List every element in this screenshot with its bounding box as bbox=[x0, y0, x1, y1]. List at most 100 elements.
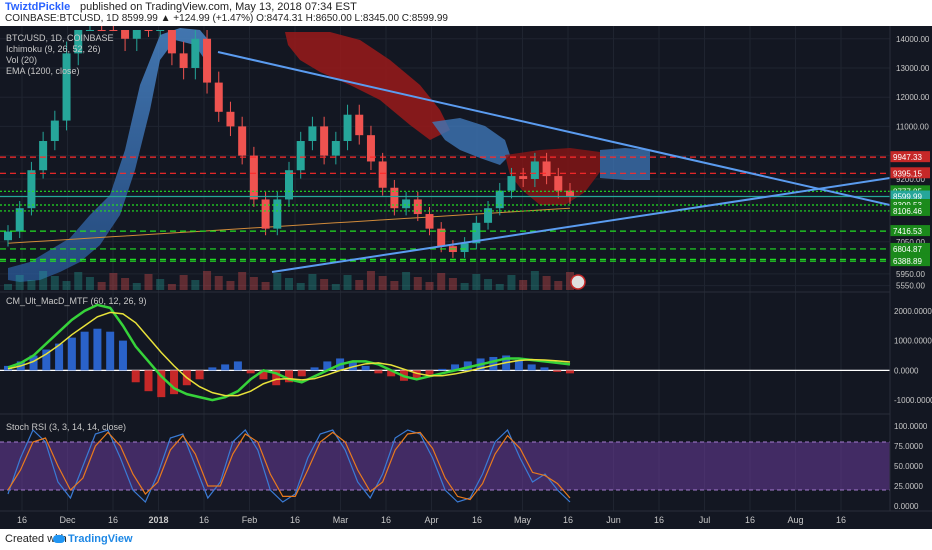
candle-body bbox=[167, 30, 176, 54]
price-level-tag bbox=[890, 151, 930, 163]
volume-bar bbox=[437, 273, 446, 290]
macd-hist-bar bbox=[540, 367, 549, 371]
volume-bar bbox=[366, 271, 375, 290]
volume-bar bbox=[296, 283, 305, 290]
volume-bar bbox=[331, 284, 340, 290]
price-level-label: 7416.53 bbox=[893, 227, 922, 236]
time-tick-label: Dec bbox=[59, 515, 76, 525]
macd-hist-bar bbox=[463, 361, 472, 371]
candle-body bbox=[366, 135, 375, 162]
candle-body bbox=[343, 114, 352, 142]
chart-area[interactable]: 14000.0013000.0012000.0011000.0010000.00… bbox=[0, 26, 932, 529]
macd-hist-bar bbox=[131, 370, 140, 383]
price-level-tag bbox=[890, 204, 930, 216]
macd-hist-bar bbox=[170, 370, 179, 395]
legend-entry: EMA (1200, close) bbox=[6, 66, 80, 76]
macd-hist-bar bbox=[93, 328, 102, 371]
volume-bar bbox=[191, 280, 200, 290]
macd-hist-bar bbox=[451, 364, 460, 371]
volume-bar bbox=[249, 277, 258, 290]
volume-bar bbox=[4, 284, 12, 290]
macd-hist-bar bbox=[566, 370, 574, 374]
candle-body bbox=[402, 199, 411, 209]
price-tick-label: 5950.00 bbox=[896, 270, 925, 279]
volume-bar bbox=[519, 280, 528, 290]
flag-icon[interactable] bbox=[570, 274, 586, 290]
volume-bar bbox=[378, 276, 387, 290]
candle-body bbox=[472, 222, 481, 244]
price-level-tag bbox=[890, 242, 930, 254]
macd-hist-bar bbox=[195, 370, 204, 380]
candle-body bbox=[273, 199, 282, 229]
candle-body bbox=[437, 228, 446, 247]
macd-hist-bar bbox=[118, 340, 127, 371]
time-tick-label: Aug bbox=[787, 515, 803, 525]
volume-bar bbox=[566, 272, 574, 290]
time-tick-label: 16 bbox=[108, 515, 118, 525]
macd-hist-bar bbox=[285, 370, 293, 383]
macd-hist-bar bbox=[297, 370, 306, 377]
event-flag[interactable] bbox=[570, 274, 586, 290]
candle-body bbox=[285, 170, 293, 200]
price-level-label: 6804.87 bbox=[893, 245, 922, 254]
volume-bar bbox=[74, 272, 83, 290]
macd-hist-bar bbox=[157, 370, 166, 398]
time-tick-label: 16 bbox=[836, 515, 846, 525]
time-tick-label: 2018 bbox=[148, 515, 168, 525]
candle-body bbox=[62, 53, 71, 121]
volume-bar bbox=[507, 275, 516, 290]
volume-bar bbox=[390, 281, 399, 290]
time-tick-label: 16 bbox=[290, 515, 300, 525]
macd-tick-label: 2000.0000 bbox=[894, 307, 932, 316]
author-link[interactable]: TwiztdPickle bbox=[5, 1, 71, 13]
price-level-tag bbox=[890, 190, 930, 202]
time-tick-label: Jun bbox=[606, 515, 621, 525]
volume-bar bbox=[308, 274, 317, 290]
volume-bar bbox=[542, 276, 551, 290]
publish-header: TwiztdPickle published on TradingView.co… bbox=[0, 0, 932, 26]
volume-bar bbox=[343, 275, 352, 290]
macd-hist-bar bbox=[553, 370, 562, 372]
cloud-blue-future bbox=[600, 148, 650, 180]
price-tick-label: 11000.00 bbox=[896, 122, 929, 131]
symbol-line: COINBASE:BTCUSD, 1D 8599.99 ▲ +124.99 (+… bbox=[5, 13, 448, 24]
volume-bar bbox=[472, 274, 481, 290]
candle-body bbox=[519, 176, 528, 179]
macd-lines bbox=[7, 303, 571, 402]
macd-hist-bar bbox=[527, 364, 536, 371]
volume-bar bbox=[167, 284, 176, 290]
descending-trendline[interactable] bbox=[217, 51, 891, 206]
volume-bar bbox=[460, 283, 469, 290]
time-tick-label: 16 bbox=[199, 515, 209, 525]
volume-bar bbox=[495, 284, 504, 290]
stoch-rsi-series-line bbox=[7, 431, 571, 501]
tradingview-brand[interactable]: TradingView bbox=[68, 533, 133, 545]
tradingview-logo-icon bbox=[53, 535, 65, 543]
volume-bar bbox=[238, 272, 247, 290]
candle-body bbox=[39, 141, 48, 171]
price-tick-label: 14000.00 bbox=[896, 35, 930, 44]
candle-body bbox=[74, 30, 83, 54]
ascending-trendline[interactable] bbox=[271, 177, 891, 273]
stoch-rsi-title: Stoch RSI (3, 3, 14, 14, close) bbox=[6, 422, 126, 432]
candle-body bbox=[85, 30, 94, 31]
volume-bar bbox=[179, 275, 188, 290]
legend-entry: BTC/USD, 1D, COINBASE bbox=[6, 33, 114, 43]
candle-body bbox=[460, 243, 469, 253]
volume-bar bbox=[156, 279, 165, 290]
time-tick-label: 16 bbox=[563, 515, 573, 525]
candle-body bbox=[132, 30, 141, 39]
stoch-rsi-series-line bbox=[7, 428, 571, 504]
macd-hist-bar bbox=[489, 356, 498, 371]
candle-body bbox=[542, 161, 551, 177]
price-level-label: 8106.46 bbox=[893, 207, 922, 216]
candle-body bbox=[15, 208, 24, 232]
candle-body bbox=[214, 82, 223, 112]
candle-body bbox=[156, 30, 165, 31]
rsi-tick-label: 25.0000 bbox=[894, 482, 923, 491]
price-tick-label: 5550.00 bbox=[896, 282, 925, 291]
stoch-rsi-band bbox=[0, 441, 890, 491]
candle-body bbox=[530, 161, 539, 179]
rsi-tick-label: 75.0000 bbox=[894, 442, 923, 451]
